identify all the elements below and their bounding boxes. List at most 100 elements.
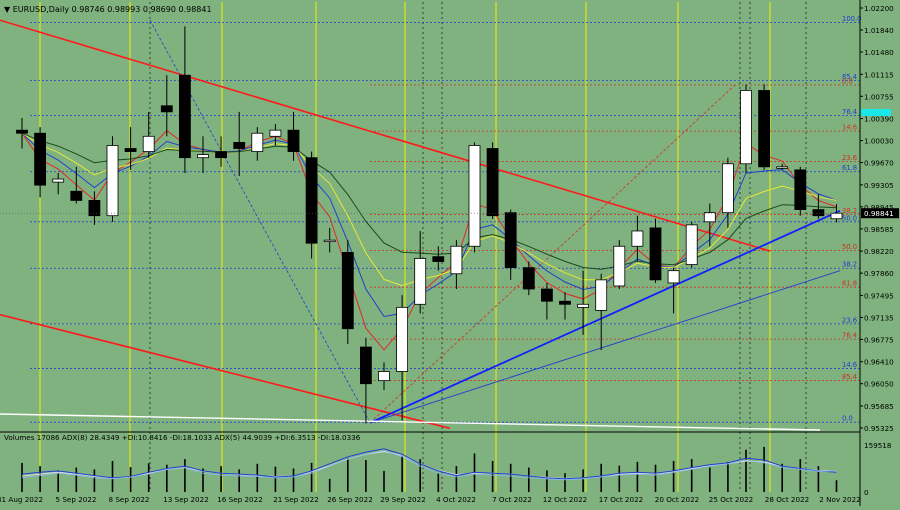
price-tick-label: 0.97135	[864, 313, 894, 322]
current-price-label: 0.98841	[864, 209, 894, 218]
candle	[233, 111, 246, 176]
candle-bull-body	[323, 239, 336, 243]
adx-blue-line	[21, 448, 837, 480]
candle-bull-body	[197, 154, 209, 159]
fib-level-label: 85.4	[842, 373, 857, 381]
price-tick-label: 1.00755	[864, 92, 894, 101]
indicator-tick-label: 0	[864, 488, 869, 497]
white-baseline-curve	[0, 413, 821, 431]
candle-bear-body	[70, 190, 83, 201]
candle	[613, 240, 626, 290]
candle	[667, 267, 680, 314]
fib-level-label: 14.6	[842, 124, 857, 132]
candle-bear-body	[649, 227, 662, 281]
candle	[812, 194, 825, 219]
candle-bull-body	[577, 303, 589, 308]
price-tick-label: 1.01840	[864, 26, 894, 35]
candle-bear-body	[504, 212, 517, 269]
date-tick-label: 20 Oct 2022	[655, 495, 699, 504]
candle	[396, 295, 409, 421]
indicator-header: Volumes 17086 ADX(8) 28.4349 +DI:10.8416…	[4, 433, 361, 442]
fib-level-label: 38.2	[842, 261, 857, 269]
fib-level-label: 38.2	[842, 207, 857, 215]
candle	[432, 246, 445, 271]
candle	[251, 127, 264, 161]
candle	[160, 75, 173, 137]
candle	[450, 240, 463, 290]
candle	[541, 282, 553, 320]
candle-bear-body	[341, 251, 354, 330]
candle	[649, 218, 662, 283]
candle-bull-body	[685, 224, 698, 265]
candle	[559, 292, 571, 320]
indicator-tick-label: 159518	[864, 441, 892, 450]
candle-bear-body	[16, 129, 28, 134]
candle-bull-body	[450, 245, 463, 275]
current-price-box	[861, 208, 899, 219]
fib-anchor-line-red	[369, 84, 736, 424]
candle	[124, 127, 137, 170]
symbol-header: ▼ EURUSD,Daily 0.98746 0.98993 0.98690 0…	[4, 5, 212, 14]
ohlc-quote: 0.98746 0.98993 0.98690 0.98841	[72, 5, 212, 14]
price-tick-label: 0.97495	[864, 291, 894, 300]
candle	[269, 124, 282, 146]
red-downtrend-line-lower	[0, 313, 451, 430]
symbol-name: EURUSD,Daily	[13, 5, 70, 14]
price-tick-label: 1.00030	[864, 137, 894, 146]
candle-bear-body	[215, 151, 228, 159]
candle	[468, 142, 481, 253]
date-tick-label: 2 Nov 2022	[819, 495, 860, 504]
price-tick-label: 0.99670	[864, 159, 894, 168]
date-tick-label: 12 Oct 2022	[543, 495, 587, 504]
candle-bear-body	[541, 288, 553, 302]
ma-blue-line	[21, 132, 837, 318]
candle	[70, 166, 83, 204]
date-tick-label: 13 Sep 2022	[163, 495, 209, 504]
candle-bull-body	[52, 178, 65, 183]
price-tick-label: 0.98220	[864, 247, 894, 256]
candle-bull-body	[269, 129, 282, 137]
candle-bull-body	[142, 135, 155, 152]
adx-lightblue-line	[21, 450, 837, 481]
candle-bull-body	[468, 145, 481, 247]
candle	[830, 204, 843, 223]
candle-bear-body	[559, 300, 571, 305]
fib-level-label: 76.4	[842, 108, 857, 116]
date-tick-label: 17 Oct 2022	[599, 495, 643, 504]
candle	[722, 157, 734, 228]
candle	[631, 215, 644, 262]
price-tick-label: 0.98945	[864, 203, 894, 212]
fib-level-label: 76.4	[842, 332, 857, 340]
candle	[323, 227, 336, 253]
fib-level-label: 50.0	[842, 243, 857, 251]
fib-level-label: 0.0	[842, 77, 853, 85]
date-tick-label: 21 Sep 2022	[273, 495, 319, 504]
fib-level-label: 23.6	[842, 154, 857, 162]
candle-bull-body	[595, 279, 608, 311]
candle-bear-body	[812, 209, 825, 217]
candle-bull-body	[378, 371, 390, 382]
symbol-triangle-icon: ▼	[4, 5, 13, 14]
ma-red-line	[21, 129, 837, 351]
red-downtrend-line-upper	[0, 19, 771, 252]
date-tick-label: 4 Oct 2022	[436, 495, 476, 504]
candle-bull-body	[667, 270, 680, 284]
candle-bull-body	[703, 212, 716, 223]
price-tick-label: 1.00390	[864, 115, 894, 124]
candle	[341, 240, 354, 344]
candle-bear-body	[305, 157, 318, 244]
candle-bear-body	[160, 105, 173, 113]
fib-level-label: 61.8	[842, 280, 857, 288]
candle-bull-body	[722, 163, 734, 214]
date-tick-label: 29 Sep 2022	[380, 495, 426, 504]
candle	[685, 221, 698, 268]
fib-level-label: 50.0	[842, 214, 857, 222]
candle-bear-body	[178, 74, 191, 159]
date-tick-label: 28 Oct 2022	[765, 495, 809, 504]
candle	[287, 111, 300, 161]
fib-level-label: 61.8	[842, 164, 857, 172]
price-tick-label: 0.98585	[864, 225, 894, 234]
fib-level-label: 85.4	[842, 73, 857, 81]
